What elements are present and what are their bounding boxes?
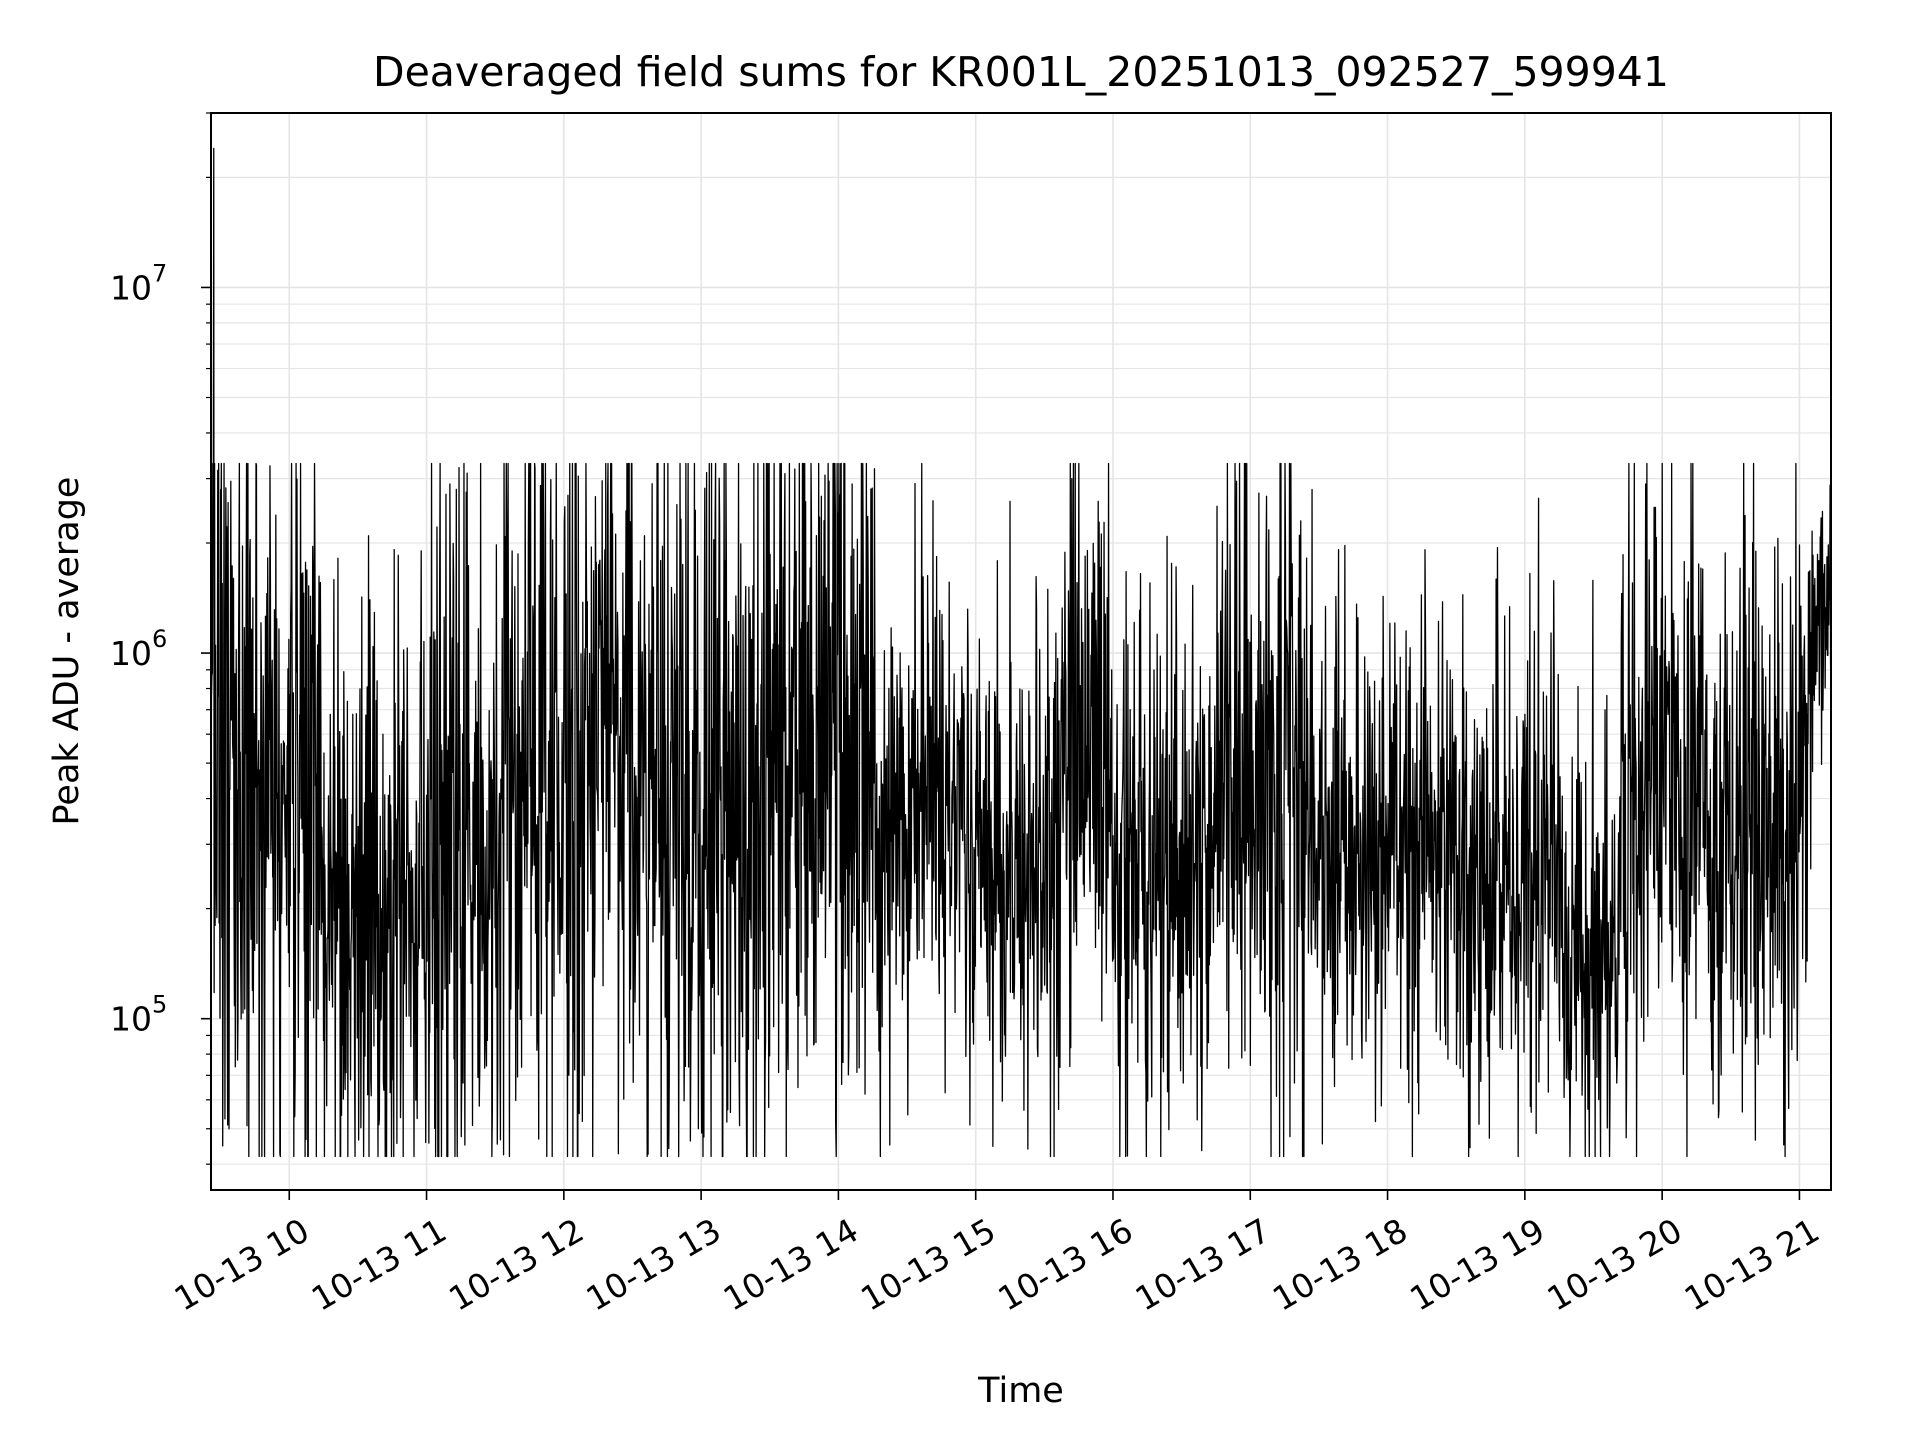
y-tick-label: 106 (110, 625, 167, 673)
y-tick-label: 107 (110, 259, 167, 307)
series-line (211, 147, 1831, 1158)
axis-ticks (201, 112, 1801, 1200)
y-tick-label-exponent: 5 (152, 991, 167, 1019)
plot-frame (210, 112, 1832, 1191)
y-tick-label-base: 10 (110, 1000, 152, 1039)
series-layer (211, 147, 1831, 1158)
y-tick-label-base: 10 (110, 268, 152, 307)
y-tick-label-exponent: 7 (152, 259, 167, 287)
chart-title: Deaveraged field sums for KR001L_2025101… (373, 48, 1669, 96)
x-axis-title: Time (977, 1371, 1064, 1411)
y-axis-title: Peak ADU - average (47, 477, 87, 826)
y-tick-label-exponent: 6 (152, 625, 167, 653)
y-tick-label: 105 (110, 991, 167, 1039)
y-tick-label-base: 10 (110, 634, 152, 673)
